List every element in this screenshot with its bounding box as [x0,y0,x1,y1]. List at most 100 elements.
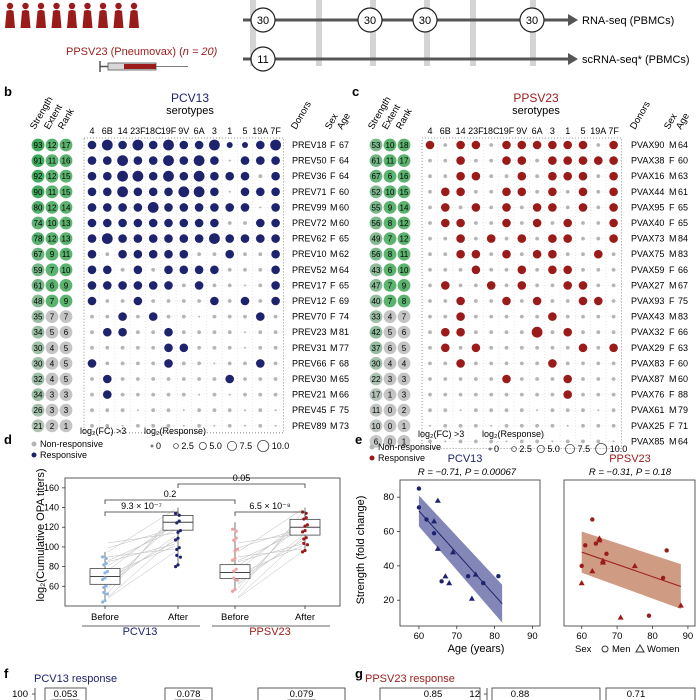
svg-text:30: 30 [526,15,538,27]
non-responsive-dot [550,408,555,413]
sex-label: M [669,374,677,384]
non-responsive-dot [565,189,570,194]
extent-badge [45,372,59,386]
non-responsive-dot [535,267,539,272]
responsive-dot [133,234,143,243]
data-point [303,524,307,528]
non-responsive-dot [535,283,539,288]
significance-bracket [104,511,179,516]
rank-badge [397,201,411,214]
y-axis-label: log₂(Cumulative OPA titers) [35,468,47,601]
paired-line [107,532,176,544]
women-data-point [677,602,684,608]
data-point [234,536,238,540]
serotype-label: 9V [516,126,527,136]
responsive-dot [87,281,97,290]
sex-label: M [330,218,338,228]
rank-badge [397,388,411,401]
responsive-dot [369,455,375,461]
person-icon [129,2,139,28]
non-responsive-dot [611,377,616,381]
non-responsive-dot [443,267,448,272]
responsive-dot [578,343,588,353]
extent-badge [383,341,397,355]
non-responsive-dot [120,299,125,303]
responsive-dot [225,249,234,259]
responsive-dot [193,186,205,198]
responsive-dot [240,187,250,197]
extent-badge [45,138,59,152]
non-responsive-dot [474,423,478,428]
rank-value: 11 [400,250,409,259]
men-data-point [604,551,609,557]
age-label: 65 [339,234,349,244]
age-label: 64 [678,436,688,446]
non-responsive-dot [197,377,202,381]
responsive-dot [578,187,588,197]
responsive-dot [255,359,265,368]
non-responsive-dot [244,409,246,412]
serotype-label: 14 [118,126,128,136]
rank-value: 9 [64,297,69,306]
extent-value: 2 [50,422,55,431]
data-point [177,519,181,523]
non-responsive-dot [166,377,171,381]
rank-badge [59,419,73,433]
extent-value: 4 [50,375,55,384]
responsive-dot [148,218,158,228]
non-responsive-dot [504,283,509,288]
responsive-dot [132,139,144,151]
serotype-label: 19A [252,126,268,136]
responsive-dot [210,265,219,275]
men-data-point [424,517,429,522]
age-label: 83 [678,312,688,322]
data-point [102,563,106,567]
non-responsive-dot [90,423,94,428]
non-responsive-dot [489,392,494,397]
responsive-dot [271,234,280,243]
responsive-dot [255,156,265,165]
responsive-dot [194,281,204,290]
responsive-dot [548,359,557,368]
rank-badge [397,138,411,152]
non-responsive-dot [428,361,432,366]
group-label: PPSV23 [249,626,291,638]
sex-label: F [330,156,336,166]
responsive-dot [502,140,511,150]
age-label: 69 [339,296,349,306]
women-marker-icon [635,643,645,653]
donor-label: PVAX85 [631,436,664,446]
responsive-dot [456,156,465,165]
strength-badge [31,388,45,401]
data-point [102,585,106,590]
y-tick-label: 80 [49,562,59,572]
responsive-dot [471,343,481,353]
rank-badge [59,279,73,292]
data-point [102,590,106,595]
responsive-dot [225,171,234,181]
responsive-dot [210,203,219,212]
women-data-point [431,518,438,524]
responsive-dot [255,140,265,150]
rank-value: 10 [400,266,409,275]
non-responsive-dot [458,267,463,272]
data-point [103,598,107,603]
p-value: 0.053 [54,689,78,700]
rank-value: 5 [402,344,407,353]
donor-label: PREV30 [292,374,327,384]
data-point [101,555,105,559]
subplot-frame [491,687,601,700]
rank-badge [397,232,411,246]
non-responsive-dot [136,392,140,397]
x-tick-label: 90 [527,631,538,642]
responsive-dot [563,218,572,228]
strength-badge [369,154,383,168]
responsive-dot [471,140,481,150]
non-responsive-dot [611,299,616,303]
donor-label: PVAX59 [631,265,664,275]
age-label: 64 [678,140,688,150]
donor-label: PVAX16 [631,171,664,181]
legend-fc-label: log₂(FC) >3 [80,426,126,436]
data-point [175,553,179,557]
responsive-dot [456,249,465,259]
